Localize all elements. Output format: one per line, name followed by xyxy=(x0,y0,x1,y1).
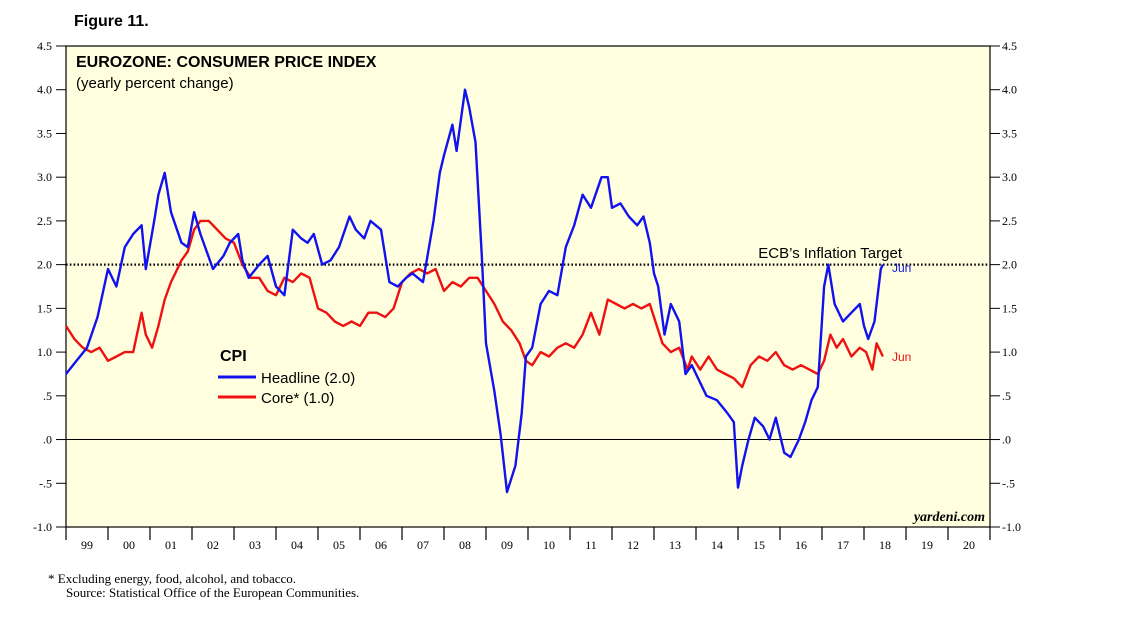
y-tick-label-right: 3.5 xyxy=(1002,126,1017,140)
y-tick-label-right: -1.0 xyxy=(1002,520,1021,534)
core-end-label: Jun xyxy=(892,350,911,364)
x-tick-label: 08 xyxy=(459,538,471,552)
x-tick-label: 02 xyxy=(207,538,219,552)
x-tick-label: 05 xyxy=(333,538,345,552)
plot-area xyxy=(65,45,991,528)
x-tick-label: 16 xyxy=(795,538,807,552)
headline-end-label: Jun xyxy=(892,261,911,275)
y-tick-label-left: -.5 xyxy=(39,476,52,490)
x-tick-label: 09 xyxy=(501,538,513,552)
inflation-target-label: ECB’s Inflation Target xyxy=(758,245,903,262)
legend-headline-label: Headline (2.0) xyxy=(261,370,355,387)
y-tick-label-right: .0 xyxy=(1002,433,1011,447)
x-tick-label: 99 xyxy=(81,538,93,552)
x-tick-label: 10 xyxy=(543,538,555,552)
x-tick-label: 12 xyxy=(627,538,639,552)
y-tick-label-left: 4.5 xyxy=(37,39,52,53)
footnote-line-2: Source: Statistical Office of the Europe… xyxy=(66,585,359,600)
x-tick-label: 18 xyxy=(879,538,891,552)
legend: CPI Headline (2.0) Core* (1.0) xyxy=(218,348,355,407)
y-tick-label-left: -1.0 xyxy=(33,520,52,534)
y-tick-label-left: .0 xyxy=(43,433,52,447)
y-tick-label-left: 2.0 xyxy=(37,258,52,272)
y-tick-label-right: 1.0 xyxy=(1002,345,1017,359)
chart-subtitle: (yearly percent change) xyxy=(76,75,234,92)
x-tick-label: 06 xyxy=(375,538,387,552)
y-tick-label-left: 2.5 xyxy=(37,214,52,228)
y-tick-label-right: -.5 xyxy=(1002,476,1015,490)
y-tick-label-left: 3.0 xyxy=(37,170,52,184)
y-tick-label-left: 1.0 xyxy=(37,345,52,359)
y-tick-label-left: 4.0 xyxy=(37,83,52,97)
x-tick-label: 01 xyxy=(165,538,177,552)
y-tick-label-right: 3.0 xyxy=(1002,170,1017,184)
y-tick-label-right: 4.0 xyxy=(1002,83,1017,97)
y-tick-label-left: 3.5 xyxy=(37,126,52,140)
x-tick-label: 04 xyxy=(291,538,303,552)
footnote-line-1: * Excluding energy, food, alcohol, and t… xyxy=(48,571,296,586)
x-tick-label: 15 xyxy=(753,538,765,552)
x-tick-label: 20 xyxy=(963,538,975,552)
x-tick-label: 00 xyxy=(123,538,135,552)
core-series-line xyxy=(64,219,884,389)
x-tick-label: 07 xyxy=(417,538,429,552)
y-tick-label-left: .5 xyxy=(43,389,52,403)
x-tick-label: 19 xyxy=(921,538,933,552)
x-tick-label: 17 xyxy=(837,538,849,552)
y-tick-label-right: 1.5 xyxy=(1002,301,1017,315)
y-tick-label-right: .5 xyxy=(1002,389,1011,403)
chart-title: EUROZONE: CONSUMER PRICE INDEX xyxy=(76,54,377,71)
y-tick-label-right: 2.5 xyxy=(1002,214,1017,228)
x-tick-label: 14 xyxy=(711,538,723,552)
y-tick-label-right: 4.5 xyxy=(1002,39,1017,53)
x-tick-label: 13 xyxy=(669,538,681,552)
y-tick-label-left: 1.5 xyxy=(37,301,52,315)
y-tick-label-right: 2.0 xyxy=(1002,258,1017,272)
legend-core-label: Core* (1.0) xyxy=(261,390,334,407)
headline-series-line xyxy=(65,88,884,494)
legend-title: CPI xyxy=(220,348,247,365)
x-tick-label: 11 xyxy=(585,538,597,552)
x-tick-label: 03 xyxy=(249,538,261,552)
x-axis: 99 00 01 02 03 04 05 06 07 08 09 10 11 12 13 14 15 16 17 18… xyxy=(65,527,991,552)
figure-label: Figure 11. xyxy=(74,13,149,30)
attribution: yardeni.com xyxy=(912,510,985,525)
y-axis: -1.0 -1.0 -.5 -.5 .0 .0 .5 .5 1.0 1.0 1.5 1.5 2.0 2.0… xyxy=(33,39,1021,534)
